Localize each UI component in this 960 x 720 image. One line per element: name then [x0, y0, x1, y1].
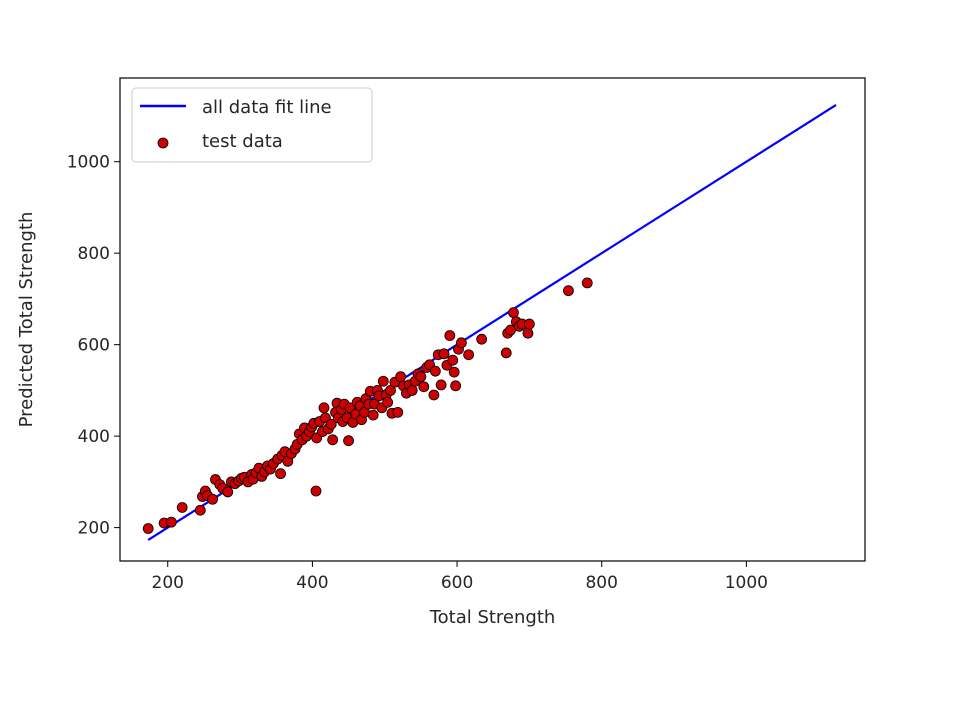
data-point: [444, 330, 456, 341]
data-point: [563, 285, 574, 297]
legend-box: [131, 87, 373, 163]
data-point: [222, 486, 234, 498]
data-point: [207, 493, 218, 505]
data-point: [165, 516, 177, 528]
data-point: [508, 307, 519, 319]
data-point: [395, 371, 407, 383]
x-tick-label: 200: [152, 573, 184, 593]
data-point: [176, 502, 188, 513]
data-point: [325, 418, 337, 430]
x-tick-label: 1000: [725, 573, 768, 593]
data-point: [385, 384, 396, 396]
data-point: [343, 435, 354, 447]
data-point: [450, 380, 462, 392]
data-point: [435, 379, 447, 391]
x-tick-label: 800: [585, 573, 617, 593]
data-point: [522, 327, 534, 339]
y-tick-label: 1000: [67, 153, 110, 173]
y-tick-label: 600: [78, 336, 110, 356]
y-axis-ticks: 200 400 600 800 1000: [67, 153, 120, 539]
plot-frame: [119, 77, 866, 562]
data-point: [327, 434, 339, 446]
data-point: [429, 365, 441, 377]
data-point: [392, 406, 404, 418]
data-point: [523, 318, 535, 330]
data-point: [194, 504, 206, 516]
data-point: [500, 347, 512, 359]
data-point: [377, 375, 389, 387]
legend: all data fit line test data: [131, 87, 373, 163]
legend-test-data-label: test data: [202, 131, 283, 152]
x-tick-label: 400: [296, 573, 328, 593]
x-axis-label: Total Strength: [429, 607, 556, 628]
data-point: [581, 277, 593, 289]
data-point: [428, 389, 440, 401]
legend-test-data-marker: [157, 137, 169, 149]
plot-content: [142, 104, 837, 541]
data-point: [382, 396, 394, 408]
data-point: [367, 409, 379, 421]
data-point: [418, 381, 430, 393]
y-tick-label: 400: [78, 427, 110, 447]
data-point: [275, 468, 286, 480]
data-point: [448, 366, 460, 378]
data-point: [142, 523, 154, 534]
x-axis-ticks: 200 400 600 800 1000: [152, 561, 768, 593]
y-tick-label: 800: [78, 244, 110, 264]
data-point: [438, 348, 450, 360]
y-tick-label: 200: [78, 519, 110, 539]
x-tick-label: 600: [441, 573, 473, 593]
data-point: [447, 354, 459, 366]
data-point: [318, 402, 330, 414]
y-axis-label: Predicted Total Strength: [16, 212, 37, 428]
legend-fit-line-label: all data fit line: [202, 97, 332, 118]
data-point: [463, 349, 475, 361]
data-point: [476, 333, 488, 345]
data-point: [415, 371, 427, 383]
data-point: [406, 384, 418, 396]
data-point: [310, 485, 322, 497]
data-point: [455, 337, 467, 349]
